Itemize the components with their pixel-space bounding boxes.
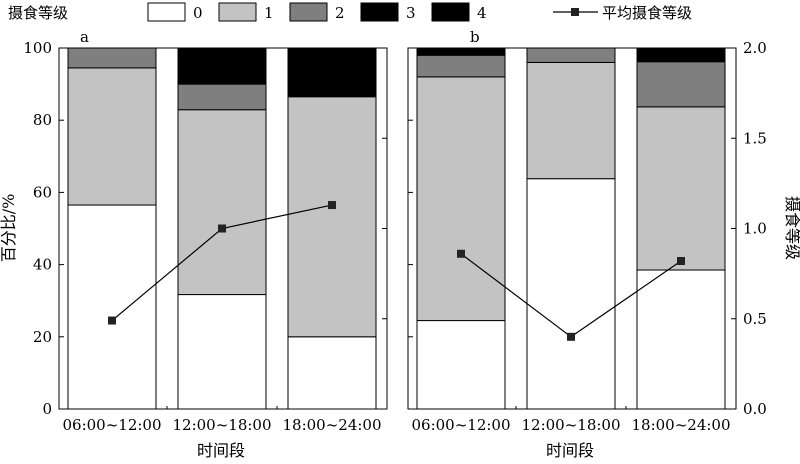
- legend-label-2: 2: [335, 4, 345, 22]
- bar-segment-b-2-level-0: [636, 269, 726, 410]
- x-tick-label: 06:00~12:00: [62, 416, 161, 434]
- legend: 摄食等级 0 1 2 3 4 平均摄食等级: [8, 2, 692, 22]
- bar-segment-a-2-level-0: [287, 336, 377, 410]
- legend-swatch-4: [431, 2, 470, 22]
- legend-label-1: 1: [264, 4, 274, 22]
- legend-label-3: 3: [406, 4, 416, 22]
- bar-segment-a-1-level-0: [177, 294, 267, 410]
- right-axis: 摄食等级: [783, 196, 800, 260]
- bar-segment-b-1-level-2: [526, 47, 616, 63]
- left-tick-label: 0: [42, 400, 52, 418]
- bar-segment-a-2-level-4: [287, 47, 377, 98]
- legend-label-0: 0: [193, 4, 203, 22]
- average-level-point-a-0: [108, 316, 116, 325]
- legend-swatch-0: [147, 2, 186, 22]
- legend-title: 摄食等级: [8, 4, 68, 22]
- right-tick-label: 1.0: [743, 220, 767, 238]
- right-tick-label: 1.5: [743, 129, 767, 147]
- left-axis: 百分比/%: [0, 194, 18, 263]
- bar-segment-a-0-level-2: [67, 47, 157, 69]
- bar-segment-b-0-level-1: [416, 76, 506, 322]
- x-tick-label: 18:00~24:00: [282, 416, 381, 434]
- x-tick-label: 12:00~18:00: [521, 416, 620, 434]
- x-axis-title-a: 时间段: [197, 441, 245, 460]
- left-tick-label: 60: [33, 183, 52, 201]
- x-axis-title-b: 时间段: [546, 441, 594, 460]
- average-level-point-b-1: [567, 332, 575, 341]
- right-axis-title: 摄食等级: [783, 196, 800, 260]
- right-tick-label: 0.5: [743, 310, 767, 328]
- bar-segment-a-0-level-0: [67, 204, 157, 410]
- x-tick-label: 06:00~12:00: [411, 416, 510, 434]
- left-tick-label: 20: [33, 328, 52, 346]
- x-tick-label: 18:00~24:00: [631, 416, 730, 434]
- average-level-point-b-2: [677, 256, 685, 265]
- right-tick-label: 2.0: [743, 39, 767, 57]
- panels: 06:00~12:00 12:00~18:00 18:00~24:00 0 20 40 60…: [23, 28, 767, 460]
- bar-segment-b-2-level-4: [636, 47, 726, 63]
- right-tick-label: 0.0: [743, 400, 767, 418]
- bar-segment-b-1-level-1: [526, 61, 616, 180]
- left-tick-label: 40: [33, 256, 52, 274]
- left-axis-title: 百分比/%: [0, 194, 18, 263]
- panel-label-b: b: [470, 28, 480, 46]
- legend-average-line: [553, 8, 598, 16]
- bar-segment-b-0-level-0: [416, 320, 506, 410]
- bar-segment-a-1-level-2: [177, 83, 267, 111]
- legend-swatch-2: [289, 2, 328, 22]
- bar-segment-a-1-level-1: [177, 109, 267, 296]
- average-level-point-a-1: [218, 224, 226, 233]
- bar-segment-b-2-level-2: [636, 61, 726, 108]
- bar-segment-b-0-level-2: [416, 54, 506, 78]
- legend-average-label: 平均摄食等级: [602, 4, 692, 22]
- bar-segment-b-1-level-0: [526, 178, 616, 410]
- panel-a: 06:00~12:00 12:00~18:00 18:00~24:00 0 20 40 60…: [23, 28, 388, 460]
- average-level-point-b-0: [457, 249, 465, 258]
- legend-swatch-1: [218, 2, 257, 22]
- bar-segment-a-1-level-4: [177, 47, 267, 85]
- panel-label-a: a: [80, 28, 89, 46]
- legend-items: 0 1 2 3 4: [147, 2, 487, 22]
- legend-swatch-3: [360, 2, 399, 22]
- average-level-point-a-2: [328, 201, 336, 210]
- left-tick-label: 80: [33, 111, 52, 129]
- panel-b: 06:00~12:00 12:00~18:00 18:00~24:00 0.0 0.5 1…: [407, 28, 767, 460]
- bar-segment-a-0-level-1: [67, 67, 157, 206]
- bar-segment-a-2-level-1: [287, 96, 377, 338]
- bar-segment-b-2-level-1: [636, 106, 726, 271]
- bar-segment-b-0-level-4: [416, 47, 506, 56]
- legend-label-4: 4: [477, 4, 487, 22]
- x-tick-label: 12:00~18:00: [172, 416, 271, 434]
- left-tick-label: 100: [23, 39, 52, 57]
